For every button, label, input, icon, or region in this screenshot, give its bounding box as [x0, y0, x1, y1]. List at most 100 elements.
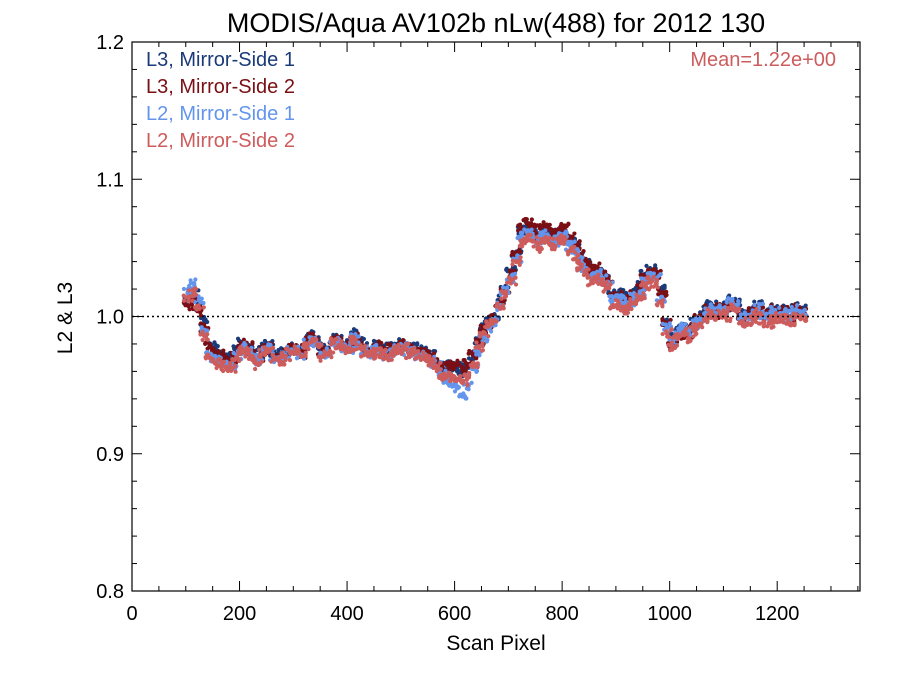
data-point-jitter: [660, 298, 666, 303]
data-point-jitter: [743, 316, 748, 321]
data-point-jitter: [356, 334, 361, 339]
data-point-jitter: [354, 347, 359, 352]
data-point-jitter: [515, 259, 521, 264]
data-point-jitter: [803, 318, 808, 323]
data-point-jitter: [193, 292, 199, 297]
data-point-jitter: [775, 320, 780, 325]
data-point-jitter: [736, 299, 741, 304]
data-point-jitter: [547, 235, 552, 240]
data-point-jitter: [422, 354, 427, 359]
scatter-points: [181, 216, 809, 401]
data-point-jitter: [769, 305, 774, 310]
data-point-jitter: [297, 350, 302, 355]
data-point-jitter: [760, 301, 766, 306]
x-tick-label: 1000: [647, 603, 692, 625]
data-point-jitter: [796, 309, 802, 314]
data-point-jitter: [384, 356, 389, 361]
legend-entry: L3, Mirror-Side 1: [146, 49, 295, 71]
data-point-jitter: [577, 239, 582, 244]
data-point-jitter: [328, 336, 334, 341]
data-point-jitter: [654, 278, 660, 283]
data-point-jitter: [529, 217, 534, 222]
data-point-jitter: [475, 365, 480, 370]
legend-entry: L3, Mirror-Side 2: [146, 76, 295, 98]
y-tick-label: 1.1: [96, 169, 124, 191]
data-point-jitter: [504, 267, 509, 272]
data-point-jitter: [181, 293, 186, 298]
data-point-jitter: [603, 285, 608, 290]
data-point-jitter: [474, 340, 479, 345]
data-point-jitter: [499, 289, 504, 294]
data-point-jitter: [465, 383, 470, 388]
data-point-jitter: [505, 280, 510, 285]
data-point-jitter: [362, 344, 368, 349]
data-point-jitter: [516, 223, 521, 228]
data-point-jitter: [460, 365, 465, 371]
data-point-jitter: [289, 342, 294, 347]
data-point-jitter: [656, 292, 661, 297]
data-point-jitter: [452, 389, 458, 394]
data-point-jitter: [604, 273, 609, 278]
data-point-jitter: [547, 242, 552, 247]
data-point-jitter: [248, 355, 253, 360]
data-point-jitter: [198, 332, 203, 337]
data-point-jitter: [623, 296, 628, 301]
data-point-jitter: [655, 269, 660, 274]
data-point-jitter: [726, 296, 731, 301]
data-point-jitter: [664, 292, 669, 298]
data-point-jitter: [205, 337, 210, 342]
data-point-jitter: [663, 322, 668, 327]
data-point-jitter: [301, 343, 307, 348]
data-point-jitter: [645, 271, 650, 276]
data-point-jitter: [475, 361, 480, 366]
data-point-jitter: [467, 370, 472, 376]
data-point-jitter: [232, 363, 237, 368]
y-tick-label: 1.0: [96, 307, 124, 329]
data-point-jitter: [311, 339, 316, 344]
data-point-jitter: [584, 267, 589, 272]
data-point-jitter: [201, 305, 206, 310]
data-point-jitter: [480, 331, 485, 336]
data-point-jitter: [529, 227, 534, 232]
y-axis-ticks: 0.8 0.9 1.0 1.1 1.2: [96, 32, 860, 603]
data-point-jitter: [513, 282, 519, 287]
data-point-jitter: [501, 306, 506, 311]
data-point-jitter: [322, 349, 327, 354]
data-point-jitter: [189, 293, 194, 298]
data-point-jitter: [670, 347, 675, 352]
data-point-jitter: [190, 287, 195, 293]
data-point-jitter: [683, 321, 688, 327]
data-point-jitter: [590, 277, 595, 282]
data-point-jitter: [590, 281, 596, 286]
data-point-jitter: [601, 289, 606, 294]
data-point-jitter: [273, 356, 278, 361]
data-point-jitter: [624, 304, 629, 309]
data-point-jitter: [543, 236, 548, 241]
data-point-jitter: [436, 364, 441, 369]
data-point-jitter: [639, 297, 644, 302]
data-point-jitter: [742, 323, 747, 328]
data-point-jitter: [577, 266, 582, 271]
data-point-jitter: [392, 345, 397, 351]
data-point-jitter: [705, 298, 710, 304]
data-point-jitter: [667, 321, 672, 326]
data-point-jitter: [585, 283, 591, 288]
data-point-jitter: [349, 334, 354, 340]
data-point-jitter: [448, 379, 453, 384]
data-point-jitter: [517, 262, 522, 267]
data-point-jitter: [611, 304, 616, 310]
data-point-jitter: [488, 329, 494, 334]
data-point-jitter: [518, 255, 523, 260]
data-point-jitter: [486, 334, 491, 339]
x-tick-label: 800: [545, 603, 578, 625]
data-point-jitter: [758, 311, 764, 316]
data-point-jitter: [789, 305, 794, 310]
data-point-jitter: [635, 283, 640, 288]
data-point-jitter: [654, 302, 659, 307]
data-point-jitter: [510, 258, 515, 263]
data-point-jitter: [181, 298, 187, 303]
data-point-jitter: [721, 311, 726, 316]
data-point-jitter: [513, 275, 518, 280]
data-point-jitter: [669, 331, 674, 336]
data-point-jitter: [573, 256, 578, 261]
